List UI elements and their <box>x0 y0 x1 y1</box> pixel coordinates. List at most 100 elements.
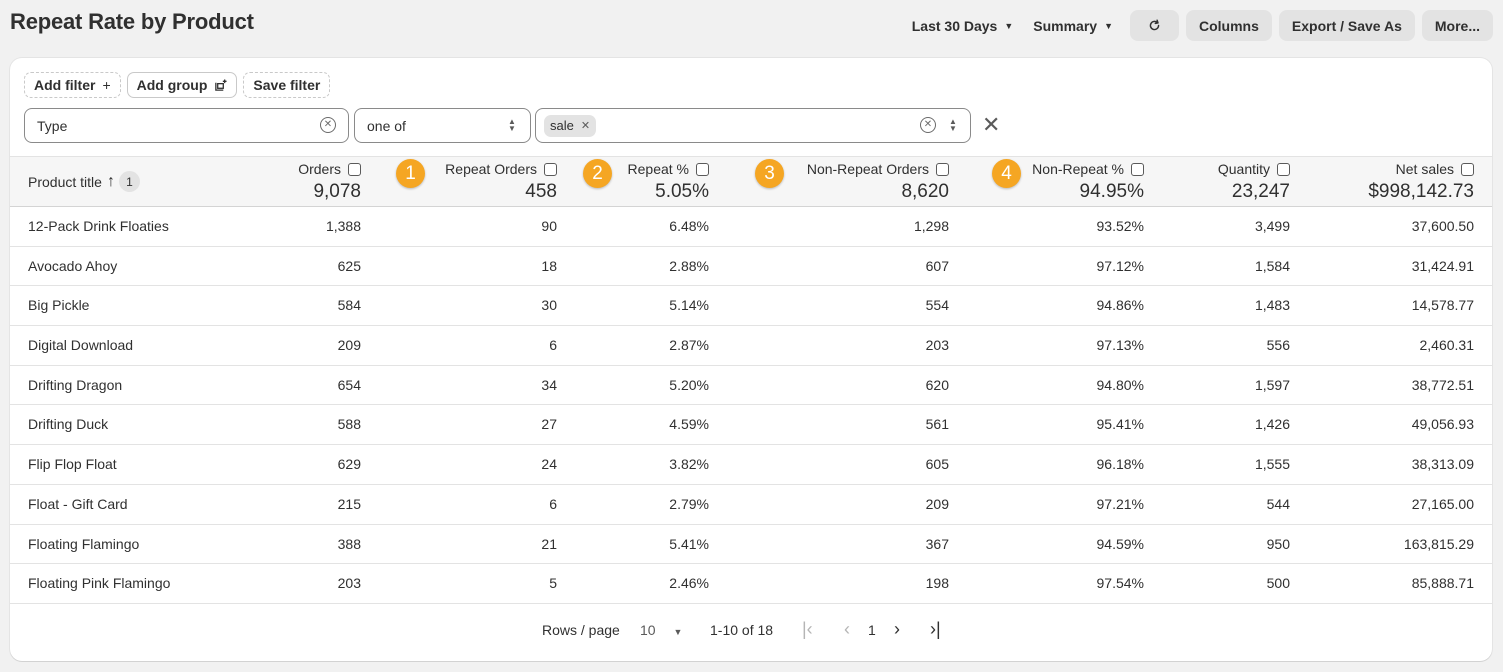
filter-values-select[interactable]: sale ✕ ✕ ▲ ▼ <box>535 108 971 143</box>
filter-operator-select[interactable]: one of ▲ ▼ <box>354 108 531 143</box>
table-cell: 2,460.31 <box>1419 337 1475 354</box>
pagination: Rows / page 10 ▼ 1-10 of 18 |‹ ‹ 1 › ›| <box>10 618 1492 644</box>
table-cell: 605 <box>925 456 949 473</box>
date-range-dropdown[interactable]: Last 30 Days ▼ <box>902 10 1024 41</box>
add-group-icon <box>215 78 227 91</box>
column-checkbox[interactable] <box>348 162 361 176</box>
table-cell: 215 <box>337 495 361 512</box>
table-cell: 95.41% <box>1096 416 1144 433</box>
tag-remove-icon[interactable]: ✕ <box>580 120 591 132</box>
table-cell: 85,888.71 <box>1411 575 1474 592</box>
column-label: Repeat % <box>627 161 689 177</box>
table-cell: 27,165.00 <box>1411 495 1474 512</box>
table-cell: 367 <box>925 535 949 552</box>
rows-per-page-select[interactable]: 10 ▼ <box>640 622 682 638</box>
column-checkbox[interactable] <box>544 162 557 176</box>
table-cell: 14,578.77 <box>1411 297 1474 314</box>
table-cell: 27 <box>541 416 557 433</box>
columns-button[interactable]: Columns <box>1186 10 1272 41</box>
column-total: 9,078 <box>313 181 361 202</box>
column-total: $998,142.73 <box>1368 181 1474 202</box>
column-checkbox[interactable] <box>936 162 949 176</box>
column-total: 23,247 <box>1231 181 1290 202</box>
column-header-net-sales[interactable]: Net sales $998,142.73 <box>1290 157 1474 208</box>
table-row[interactable]: Drifting Duck 588 27 4.59% 561 95.41% 1,426 49,… <box>10 405 1492 446</box>
table-cell: 203 <box>925 337 949 354</box>
table-row[interactable]: 12-Pack Drink Floaties 1,388 90 6.48% 1,298 9… <box>10 207 1492 247</box>
column-header-non-repeat-pct[interactable]: 4 Non-Repeat % 94.95% <box>949 157 1144 208</box>
table-row[interactable]: Floating Pink Flamingo 203 5 2.46% 198 97.54%… <box>10 564 1492 604</box>
updown-chevron-icon: ▲ ▼ <box>508 117 516 133</box>
table-cell: 93.52% <box>1096 218 1144 234</box>
table-cell: 607 <box>925 257 949 274</box>
column-checkbox[interactable] <box>1277 162 1290 176</box>
add-group-label: Add group <box>136 77 208 93</box>
column-total: 8,620 <box>901 181 949 202</box>
add-group-button[interactable]: Add group <box>126 72 238 98</box>
export-button[interactable]: Export / Save As <box>1278 10 1415 41</box>
table-cell: 5.20% <box>669 376 709 393</box>
table-cell: 584 <box>337 297 361 314</box>
table-cell: 203 <box>337 575 361 592</box>
plus-icon: + <box>102 77 111 93</box>
product-title-cell: Big Pickle <box>28 297 90 314</box>
clear-circle-icon[interactable]: ✕ <box>320 117 336 133</box>
callout-marker: 2 <box>583 159 612 188</box>
column-header-non-repeat-orders[interactable]: 3 Non-Repeat Orders 8,620 <box>709 157 949 208</box>
first-page-icon[interactable]: |‹ <box>802 619 813 639</box>
sort-order-badge: 1 <box>118 171 140 192</box>
column-label: Repeat Orders <box>445 161 537 177</box>
column-header-orders[interactable]: Orders 9,078 <box>160 157 361 208</box>
date-range-label: Last 30 Days <box>911 17 998 34</box>
sort-ascending-icon: ↑ <box>106 172 115 190</box>
column-checkbox[interactable] <box>696 162 709 176</box>
column-header-quantity[interactable]: Quantity 23,247 <box>1144 157 1290 208</box>
last-page-icon[interactable]: ›| <box>930 619 941 639</box>
refresh-button[interactable] <box>1130 10 1179 41</box>
column-total: 5.05% <box>655 181 709 202</box>
table-row[interactable]: Flip Flop Float 629 24 3.82% 605 96.18% 1,555 3… <box>10 445 1492 485</box>
product-title-header[interactable]: Product title ↑ 1 <box>28 171 140 192</box>
product-title-cell: 12-Pack Drink Floaties <box>28 218 169 234</box>
add-filter-button[interactable]: Add filter + <box>24 72 121 98</box>
table-cell: 94.59% <box>1096 535 1144 552</box>
column-header-repeat-orders[interactable]: 1 Repeat Orders 458 <box>361 157 557 208</box>
filter-field-select[interactable]: Type ✕ <box>24 108 349 143</box>
column-total: 94.95% <box>1079 181 1144 202</box>
product-title-cell: Digital Download <box>28 337 134 354</box>
column-checkbox[interactable] <box>1131 162 1144 176</box>
table-row[interactable]: Floating Flamingo 388 21 5.41% 367 94.59% 950 1… <box>10 525 1492 565</box>
view-dropdown[interactable]: Summary ▼ <box>1023 10 1123 41</box>
table-cell: 654 <box>337 376 361 393</box>
table-row[interactable]: Big Pickle 584 30 5.14% 554 94.86% 1,483 14,578… <box>10 286 1492 327</box>
filter-operator-value: one of <box>367 117 406 134</box>
table-cell: 5.41% <box>669 535 709 552</box>
table-cell: 1,298 <box>913 218 949 234</box>
next-page-icon[interactable]: › <box>894 619 900 639</box>
filter-field-value: Type <box>37 117 68 134</box>
callout-marker: 1 <box>396 159 425 188</box>
table-cell: 38,313.09 <box>1411 456 1474 473</box>
column-header-repeat-pct[interactable]: 2 Repeat % 5.05% <box>557 157 709 208</box>
column-label: Non-Repeat % <box>1032 161 1124 177</box>
remove-filter-icon[interactable]: ✕ <box>982 112 1001 137</box>
add-filter-label: Add filter <box>34 77 96 93</box>
table-row[interactable]: Float - Gift Card 215 6 2.79% 209 97.21% 544 27… <box>10 485 1492 525</box>
column-label: Quantity <box>1217 161 1270 177</box>
table-row[interactable]: Digital Download 209 6 2.87% 203 97.13% 556 2,4… <box>10 326 1492 366</box>
more-button[interactable]: More... <box>1421 10 1493 41</box>
clear-circle-icon[interactable]: ✕ <box>920 117 936 133</box>
table-cell: 2.87% <box>669 337 709 354</box>
table-cell: 97.54% <box>1096 575 1144 592</box>
table-cell: 24 <box>541 456 557 473</box>
table-row[interactable]: Avocado Ahoy 625 18 2.88% 607 97.12% 1,584 31,4… <box>10 247 1492 287</box>
table-cell: 625 <box>337 257 361 274</box>
table-row[interactable]: Drifting Dragon 654 34 5.20% 620 94.80% 1,597 3… <box>10 366 1492 406</box>
table-cell: 34 <box>541 376 557 393</box>
prev-page-icon[interactable]: ‹ <box>844 619 850 639</box>
column-checkbox[interactable] <box>1461 162 1474 176</box>
save-filter-button[interactable]: Save filter <box>243 72 331 98</box>
table-cell: 96.18% <box>1096 456 1144 473</box>
filter-value-tag: sale ✕ <box>544 114 597 137</box>
table-cell: 629 <box>337 456 361 473</box>
